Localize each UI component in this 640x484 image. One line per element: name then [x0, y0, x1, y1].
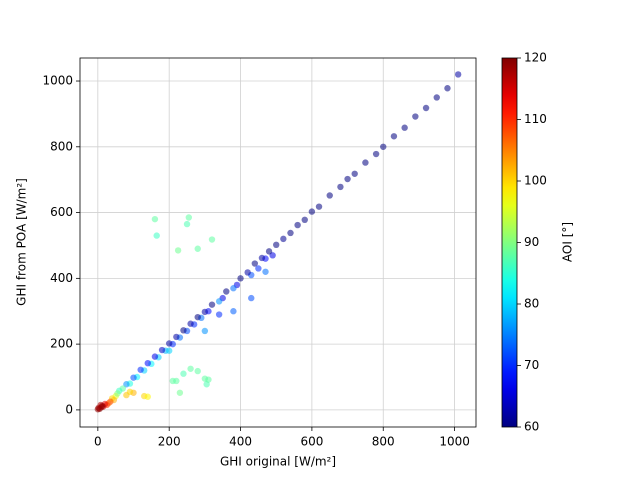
y-tick-label: 600 [50, 205, 73, 219]
point [173, 377, 180, 385]
colorbar-tick-label: 60 [524, 420, 539, 434]
point [144, 359, 151, 367]
point [208, 236, 216, 243]
point [187, 365, 194, 372]
point [223, 288, 230, 295]
point [326, 192, 333, 199]
point [205, 376, 212, 383]
point [215, 298, 223, 305]
point [158, 346, 166, 354]
point [107, 398, 114, 405]
point [165, 347, 173, 354]
x-tick-label: 0 [94, 435, 102, 449]
point [230, 285, 237, 292]
point [344, 175, 351, 183]
colorbar-tick-label: 70 [524, 358, 539, 372]
colorbar [501, 57, 518, 428]
x-tick-label: 600 [300, 435, 323, 449]
point [362, 159, 369, 166]
point [265, 248, 273, 255]
y-tick-label: 0 [65, 402, 73, 416]
point [308, 208, 316, 215]
x-tick-label: 1000 [439, 435, 470, 449]
point [201, 308, 209, 316]
point [180, 370, 187, 377]
point [255, 265, 262, 272]
x-tick-label: 200 [158, 435, 181, 449]
point [248, 294, 255, 302]
point [180, 327, 187, 334]
point [337, 183, 344, 191]
point [258, 254, 266, 262]
colorbar-tick-label: 80 [524, 297, 539, 311]
point [315, 203, 323, 210]
point [380, 143, 387, 150]
point [153, 232, 160, 239]
colorbar-tick-label: 110 [524, 112, 547, 126]
point [390, 133, 398, 140]
point [123, 381, 130, 388]
point [151, 215, 159, 223]
y-tick-label: 400 [50, 271, 73, 285]
point [412, 113, 419, 120]
point [194, 245, 201, 252]
y-tick-label: 200 [50, 337, 73, 351]
y-tick-label: 800 [50, 139, 73, 153]
colorbar-tick-label: 90 [524, 235, 539, 249]
point [165, 340, 173, 347]
plot-frame [79, 57, 477, 428]
point [294, 221, 301, 229]
point [444, 85, 451, 92]
point [114, 390, 121, 397]
point [176, 389, 184, 396]
point [173, 333, 180, 341]
point [237, 275, 244, 282]
point [301, 216, 308, 224]
x-axis-label: GHI original [W/m²] [220, 455, 336, 469]
point [208, 301, 216, 308]
point [130, 374, 137, 381]
point [187, 320, 194, 327]
point [433, 94, 440, 101]
point [194, 313, 201, 321]
point [98, 402, 106, 410]
point [372, 150, 380, 158]
point [422, 104, 430, 112]
point [351, 170, 358, 177]
y-axis-label: GHI from POA [W/m²] [15, 178, 29, 306]
point [151, 353, 159, 360]
point [194, 367, 201, 375]
point [273, 241, 280, 249]
point [244, 269, 251, 276]
point [251, 260, 259, 267]
point [126, 388, 134, 396]
point [262, 268, 269, 275]
point [185, 214, 193, 221]
y-tick-label: 1000 [42, 74, 73, 88]
colorbar-tick-label: 120 [524, 51, 547, 65]
point [144, 393, 151, 400]
point [201, 327, 209, 335]
point [215, 311, 223, 318]
point [183, 220, 191, 228]
colorbar-label: AOI [°] [561, 222, 575, 262]
x-tick-label: 400 [229, 435, 252, 449]
colorbar-tick-label: 100 [524, 174, 547, 188]
point [174, 247, 182, 254]
point [280, 235, 287, 243]
point [454, 71, 462, 78]
point [230, 308, 237, 315]
point [137, 366, 144, 373]
point [287, 229, 294, 237]
point [401, 124, 408, 131]
x-tick-label: 800 [372, 435, 395, 449]
